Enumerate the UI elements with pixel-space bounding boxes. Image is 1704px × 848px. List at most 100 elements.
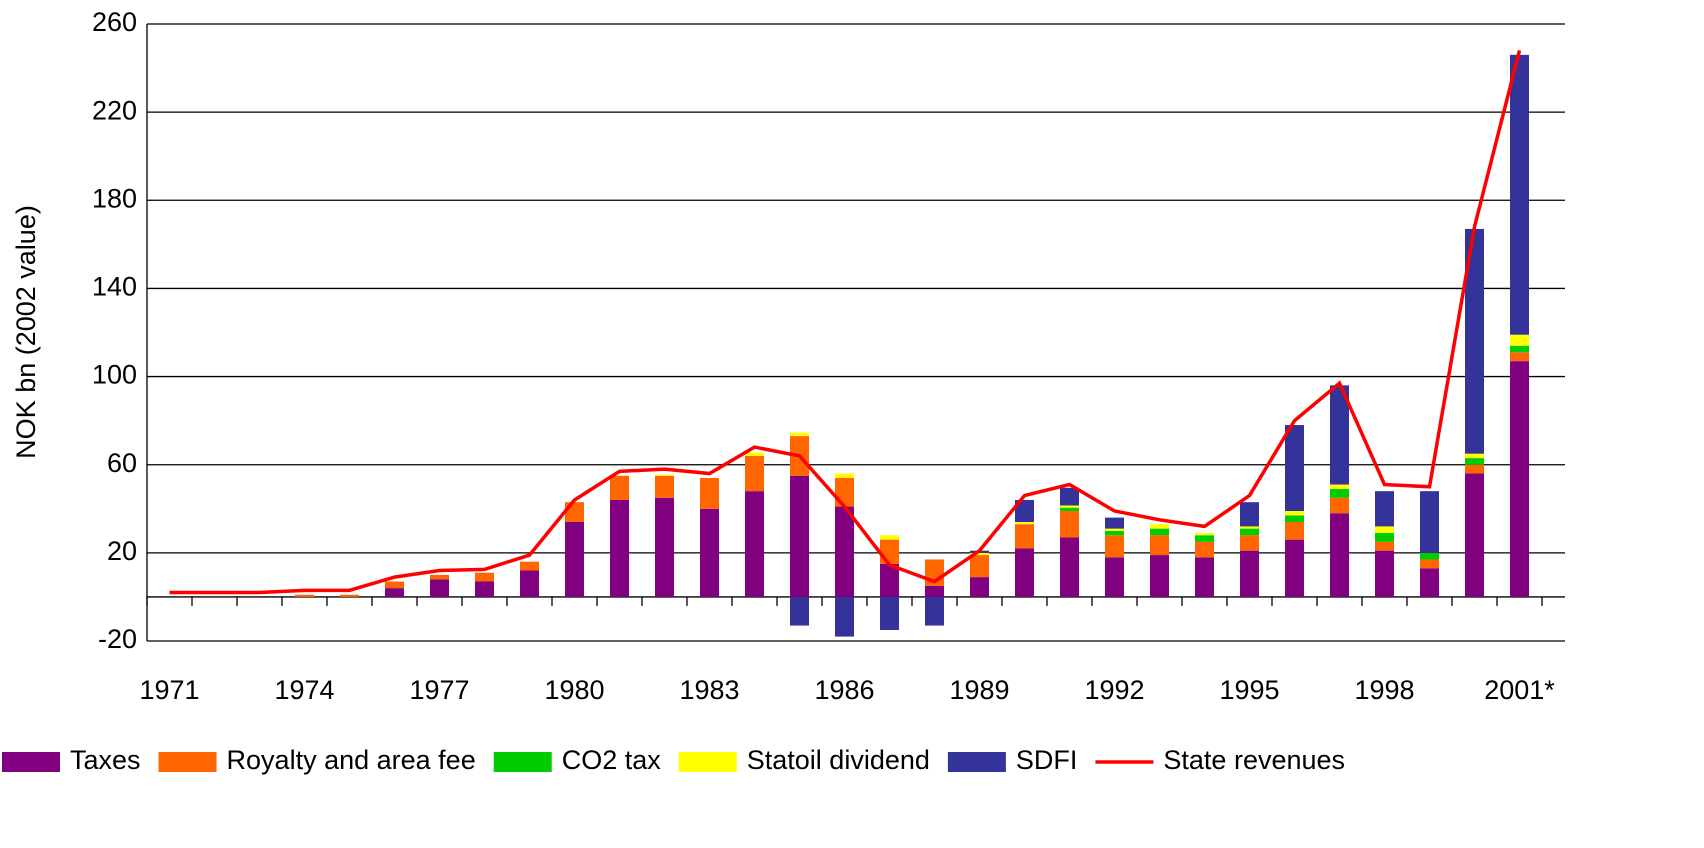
bar-segment	[1375, 526, 1394, 534]
bar-segment	[745, 491, 764, 597]
bar-segment	[1240, 535, 1259, 551]
x-tick-label: 1980	[544, 675, 604, 705]
bar-segment	[1420, 568, 1439, 597]
bar-segment	[1015, 499, 1034, 523]
y-tick-label: 260	[92, 7, 137, 37]
y-tick-label: -20	[98, 624, 137, 654]
legend-swatch	[2, 752, 60, 772]
bar-segment	[970, 552, 989, 556]
bar-segment	[835, 596, 854, 637]
legend-label: CO2 tax	[562, 745, 662, 775]
bar-segment	[1240, 528, 1259, 536]
bar-segment	[430, 574, 449, 580]
bar-segment	[1285, 539, 1304, 597]
bar-segment	[1330, 385, 1349, 485]
bar-segment	[475, 572, 494, 582]
bar-segment	[1375, 533, 1394, 542]
bar-segment	[1240, 526, 1259, 529]
bar-segment	[1510, 345, 1529, 353]
bar-segment	[1375, 491, 1394, 527]
bar-segment	[745, 455, 764, 492]
x-tick-label: 1983	[679, 675, 739, 705]
bar-segment	[1105, 517, 1124, 529]
x-tick-label: 1986	[814, 675, 874, 705]
bar-segment	[655, 474, 674, 476]
legend-label: SDFI	[1016, 745, 1078, 775]
bar-segment	[1195, 557, 1214, 597]
bar-segment	[385, 581, 404, 589]
bar-segment	[1105, 528, 1124, 531]
legend-label: State revenues	[1163, 745, 1345, 775]
legend-label: Taxes	[70, 745, 141, 775]
bar-segment	[1510, 361, 1529, 597]
line-series	[169, 50, 1522, 595]
bar-segment	[565, 522, 584, 597]
bar-segment	[610, 475, 629, 500]
legend-swatch	[678, 752, 737, 772]
bar-segment	[1375, 541, 1394, 551]
x-tick-label: 2001*	[1484, 675, 1555, 705]
bar-segment	[880, 539, 899, 564]
bar-segment	[1330, 497, 1349, 514]
bar-segment	[385, 588, 404, 597]
bar-segment	[1105, 535, 1124, 558]
bar-segment	[1465, 228, 1484, 454]
bar-segment	[1240, 550, 1259, 597]
bar-segment	[1465, 453, 1484, 459]
bar-segment	[1465, 464, 1484, 474]
x-tick-label: 1995	[1219, 675, 1279, 705]
x-tick-label: 1971	[139, 675, 199, 705]
x-tick-label: 1998	[1354, 675, 1414, 705]
bar-segment	[1375, 550, 1394, 597]
x-tick-label: 1977	[409, 675, 469, 705]
bar-segment	[520, 570, 539, 597]
bar-segment	[880, 535, 899, 540]
bar-segment	[1015, 522, 1034, 525]
bar-segment	[1150, 528, 1169, 536]
y-tick-label: 220	[92, 95, 137, 125]
bar-segment	[1240, 502, 1259, 527]
bar-segment	[1465, 473, 1484, 597]
bar-segment	[1330, 488, 1349, 498]
bar-segment	[1195, 535, 1214, 542]
bar-segment	[790, 596, 809, 626]
bar-segment	[1195, 541, 1214, 558]
bar-segment	[970, 577, 989, 597]
bar-segment	[340, 594, 359, 597]
bar-segment	[1465, 458, 1484, 465]
bar-segment	[610, 499, 629, 597]
bar-segment	[790, 475, 809, 597]
bar-segment	[1060, 537, 1079, 597]
bar-segment	[1330, 484, 1349, 489]
bar-segment	[655, 497, 674, 597]
bar-segment	[700, 477, 719, 509]
bar-segment	[835, 477, 854, 507]
legend-label: Statoil dividend	[747, 745, 930, 775]
y-tick-label: 140	[92, 272, 137, 302]
bar-segment	[1420, 491, 1439, 553]
bar-segment	[1420, 559, 1439, 569]
bar-segment	[295, 594, 314, 597]
bar-segment	[835, 506, 854, 597]
bar-segment	[1060, 505, 1079, 508]
bar-segment	[1510, 352, 1529, 362]
y-tick-label: 60	[107, 448, 137, 478]
bar-segment	[1285, 522, 1304, 540]
legend-swatch	[947, 752, 1006, 772]
bar-segment	[1285, 510, 1304, 516]
bar-segment	[880, 563, 899, 597]
bar-segment	[565, 502, 584, 523]
bar-segment	[520, 561, 539, 571]
bar-segment	[700, 508, 719, 597]
bar-segment	[430, 579, 449, 597]
legend-swatch	[158, 752, 217, 772]
bar-segment	[925, 585, 944, 597]
y-tick-label: 100	[92, 360, 137, 390]
bar-segment	[880, 596, 899, 630]
bar-segment	[1330, 513, 1349, 597]
bar-segment	[1285, 425, 1304, 511]
y-tick-label: 180	[92, 183, 137, 213]
bar-segment	[1105, 557, 1124, 597]
bar-segment	[1060, 507, 1079, 511]
